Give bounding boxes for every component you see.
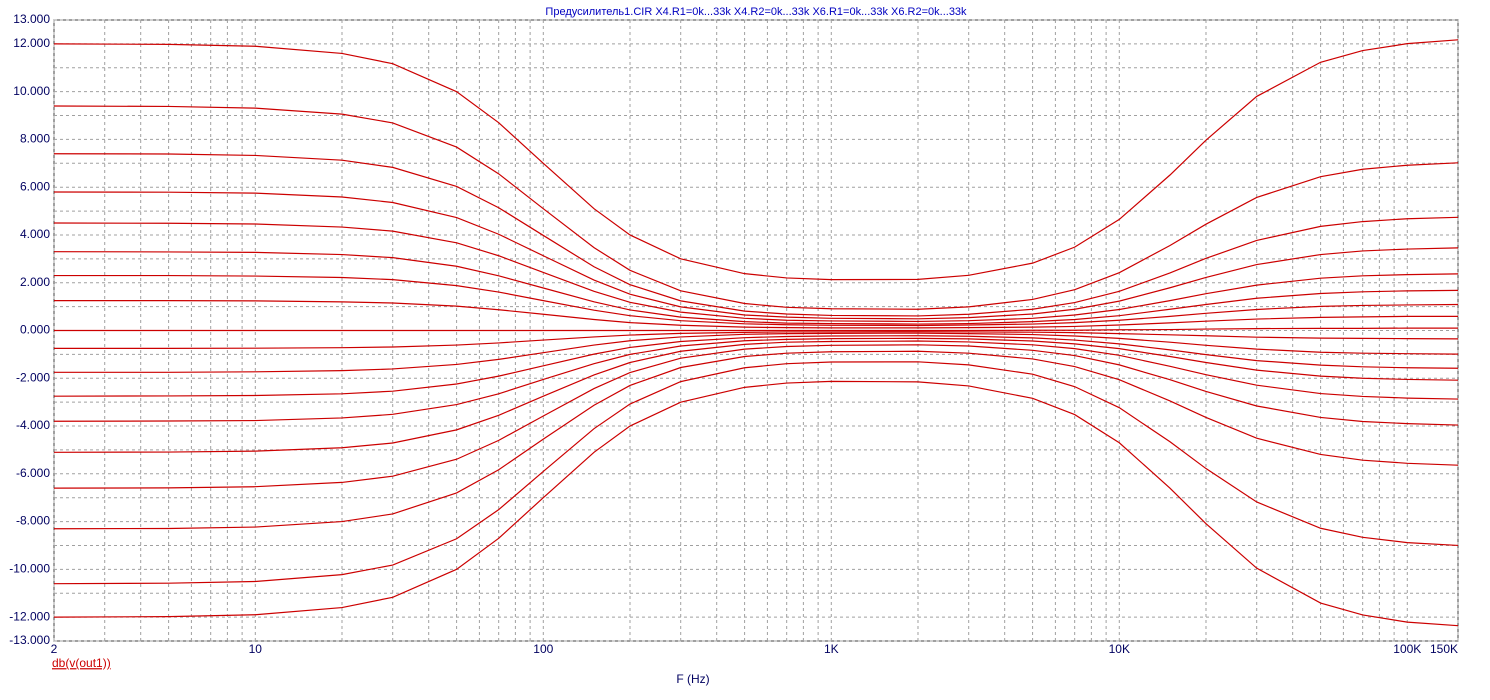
y-tick-label: 4.000	[20, 227, 50, 241]
y-tick-label: -10.000	[9, 562, 50, 576]
line-series	[53, 251, 1459, 325]
x-tick-label: 10K	[1109, 642, 1130, 656]
y-tick-label: 6.000	[20, 179, 50, 193]
y-tick-label: -4.000	[16, 418, 50, 432]
x-tick-label: 1K	[824, 642, 839, 656]
line-series	[54, 274, 1459, 327]
y-tick-label: -13.000	[9, 633, 50, 647]
y-tick-label: 2.000	[20, 275, 50, 289]
y-tick-label: -8.000	[16, 514, 50, 528]
line-series	[53, 350, 1459, 530]
line-series	[53, 191, 1459, 320]
line-series	[54, 332, 1459, 373]
line-series	[53, 337, 1459, 422]
line-series	[53, 344, 1459, 489]
line-series	[53, 153, 1459, 317]
line-series	[53, 335, 1459, 397]
x-tick-label: 10	[249, 642, 263, 656]
x-tick-label: 2	[51, 642, 58, 656]
x-axis-label: F (Hz)	[676, 672, 709, 686]
line-series	[54, 300, 1458, 329]
line-series	[53, 105, 1459, 310]
y-tick-label: 8.000	[20, 132, 50, 146]
x-tick-label: 150K	[1430, 642, 1458, 656]
y-tick-label: 12.000	[13, 36, 50, 50]
y-tick-label: -2.000	[16, 370, 50, 384]
x-tick-label: 100	[533, 642, 553, 656]
y-tick-label: -6.000	[16, 466, 50, 480]
y-tick-label: 0.000	[20, 323, 50, 337]
chart-title: Предусилитель1.CIR X4.R1=0k...33k X4.R2=…	[545, 6, 967, 18]
y-tick-label: 13.000	[13, 12, 50, 26]
y-tick-label: 10.000	[13, 84, 50, 98]
line-series	[53, 39, 1459, 281]
line-series	[53, 361, 1459, 585]
line-series	[53, 380, 1459, 627]
y-tick-label: -12.000	[9, 609, 50, 623]
line-series	[54, 331, 1459, 350]
x-tick-label: 100K	[1393, 642, 1421, 656]
y-axis-label: db(v(out1))	[52, 656, 111, 670]
line-series	[53, 340, 1459, 453]
line-series	[53, 222, 1459, 323]
line-series	[54, 327, 1458, 332]
